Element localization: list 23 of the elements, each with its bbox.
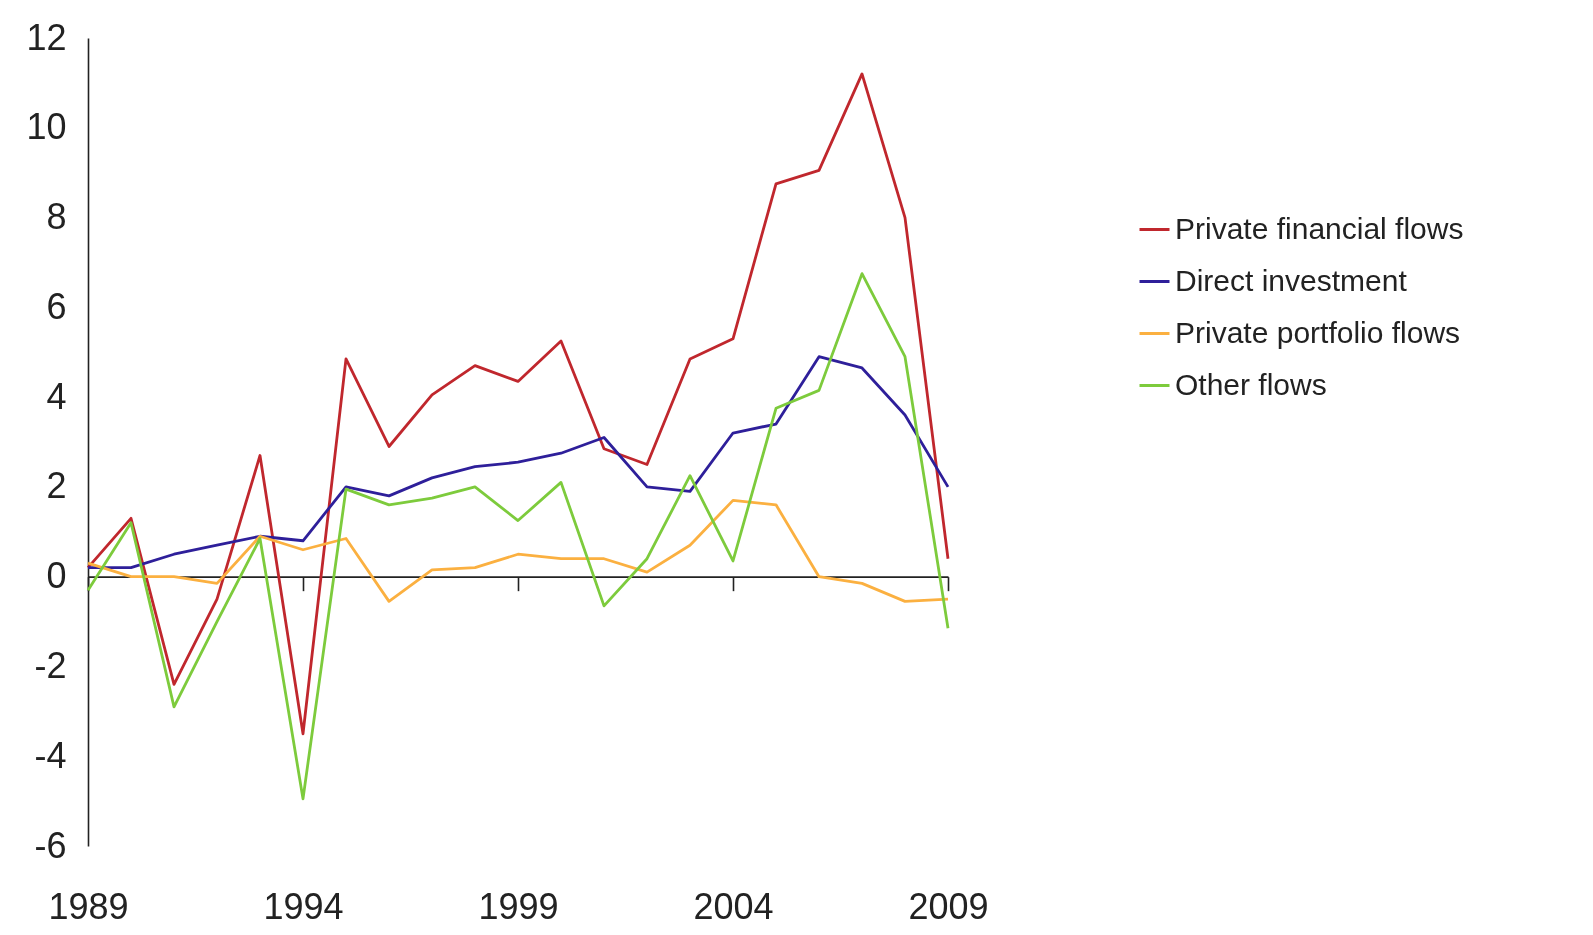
y-tick-label: 8 <box>46 196 67 238</box>
y-tick-label: 4 <box>46 375 67 417</box>
x-tick-label: 1999 <box>478 885 559 927</box>
y-tick-label: 2 <box>46 465 67 507</box>
y-tick-label: 0 <box>46 555 67 597</box>
line-series <box>86 355 950 570</box>
line-series <box>86 72 950 736</box>
line-series <box>86 272 950 801</box>
y-tick-label: 10 <box>26 106 67 148</box>
legend-label: Direct investment <box>1175 263 1408 297</box>
legend-label: Private portfolio flows <box>1175 315 1461 349</box>
y-tick-label: -6 <box>34 824 67 866</box>
y-tick-label: 6 <box>46 285 67 327</box>
legend-label: Private financial flows <box>1175 211 1464 245</box>
line-series <box>86 498 950 603</box>
y-tick-label: -4 <box>34 734 67 776</box>
x-tick-label: 1989 <box>48 885 129 927</box>
x-tick-label: 1994 <box>263 885 344 927</box>
y-tick-label: -2 <box>34 644 67 686</box>
y-tick-label: 12 <box>26 16 67 58</box>
x-tick-label: 2009 <box>908 885 989 927</box>
legend-label: Other flows <box>1175 367 1327 401</box>
x-tick-label: 2004 <box>693 885 774 927</box>
